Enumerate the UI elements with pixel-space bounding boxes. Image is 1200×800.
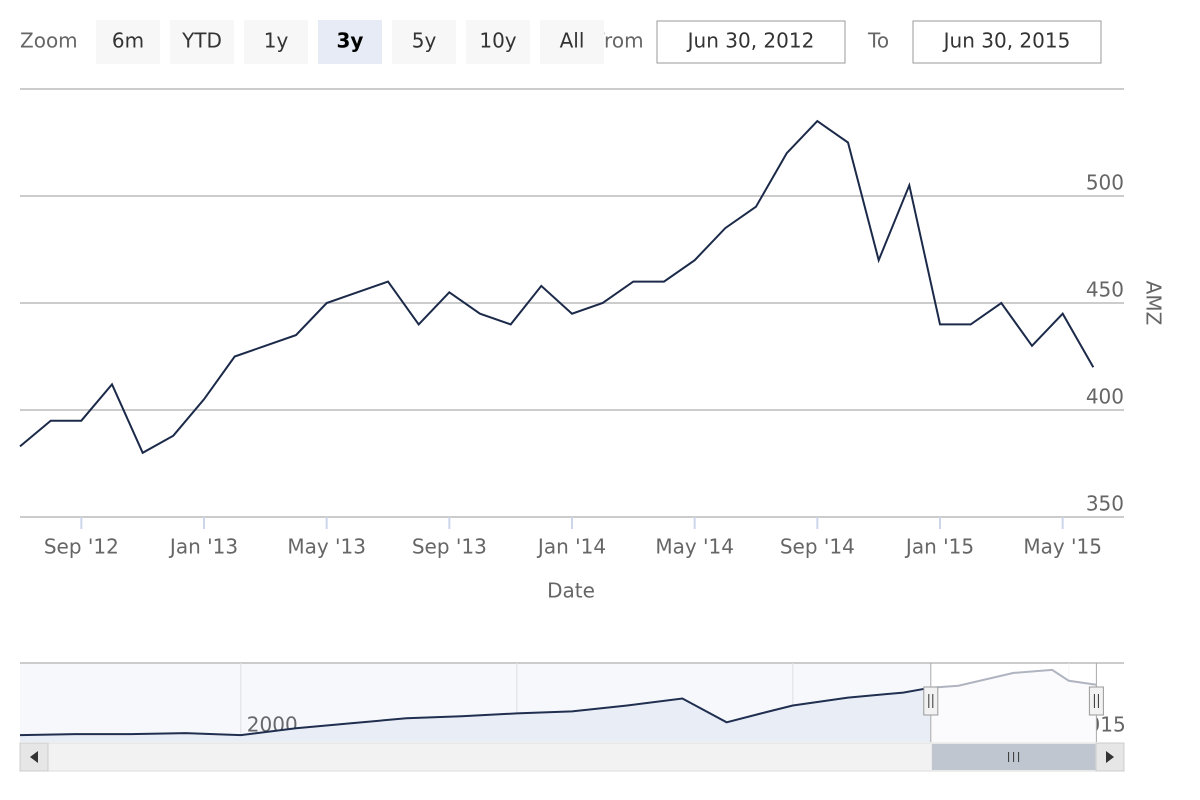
x-axis-title: Date	[547, 579, 595, 603]
zoom-button-label: 6m	[112, 29, 144, 53]
zoom-button-label: All	[560, 29, 585, 53]
from-value: Jun 30, 2012	[686, 29, 815, 53]
to-label: To	[867, 29, 889, 53]
y-tick-label: 350	[1086, 492, 1124, 516]
to-input[interactable]	[912, 20, 1102, 64]
navigator-handle-grip	[1093, 694, 1099, 708]
x-tick-label: Jan '13	[168, 535, 238, 559]
navigator-handle[interactable]	[1088, 686, 1104, 716]
navigator-selected	[930, 664, 1097, 742]
scroll-right-arrow	[1106, 751, 1114, 763]
y-tick-label: 450	[1086, 278, 1124, 302]
x-tick-label: Jan '15	[904, 535, 974, 559]
zoom-button-bg[interactable]	[96, 20, 160, 64]
navigator-area	[20, 669, 1097, 742]
navigator-handle[interactable]	[923, 686, 939, 716]
zoom-button-label: YTD	[181, 29, 222, 53]
x-tick-label: Sep '14	[780, 535, 855, 559]
zoom-button-label: 10y	[479, 29, 516, 53]
zoom-button-label: 3y	[337, 29, 364, 53]
y-tick-label: 400	[1086, 385, 1124, 409]
navigator-mask	[20, 664, 931, 742]
zoom-button[interactable]: 5y	[392, 20, 456, 64]
x-tick-label: May '15	[1023, 535, 1102, 559]
zoom-button-label: 1y	[264, 29, 289, 53]
x-tick-label: May '13	[287, 535, 366, 559]
zoom-button-bg[interactable]	[170, 20, 234, 64]
zoom-button[interactable]: YTD	[170, 20, 234, 64]
scrollbar-grip	[1008, 752, 1020, 762]
zoom-button[interactable]: 6m	[96, 20, 160, 64]
zoom-label: Zoom	[20, 29, 78, 53]
zoom-button-bg[interactable]	[466, 20, 530, 64]
y-tick-label: 500	[1086, 171, 1124, 195]
zoom-button-bg[interactable]	[392, 20, 456, 64]
x-tick-label: Sep '13	[412, 535, 487, 559]
x-tick-label: Jan '14	[536, 535, 606, 559]
to-value: Jun 30, 2015	[942, 29, 1071, 53]
x-tick-label: Sep '12	[44, 535, 119, 559]
scroll-left-arrow	[30, 751, 38, 763]
x-tick-label: May '14	[655, 535, 734, 559]
from-input[interactable]	[656, 20, 846, 64]
zoom-button[interactable]: 1y	[244, 20, 308, 64]
navigator-handle-grip	[928, 694, 934, 708]
zoom-button-bg[interactable]	[540, 20, 604, 64]
y-axis-title: AMZ	[1142, 281, 1166, 326]
zoom-button[interactable]: All	[540, 20, 604, 64]
zoom-button-bg[interactable]	[244, 20, 308, 64]
price-line	[19, 119, 1095, 455]
zoom-button[interactable]: 3y	[318, 20, 382, 64]
zoom-button-bg[interactable]	[318, 20, 382, 64]
zoom-button-label: 5y	[412, 29, 437, 53]
zoom-button[interactable]: 10y	[466, 20, 530, 64]
